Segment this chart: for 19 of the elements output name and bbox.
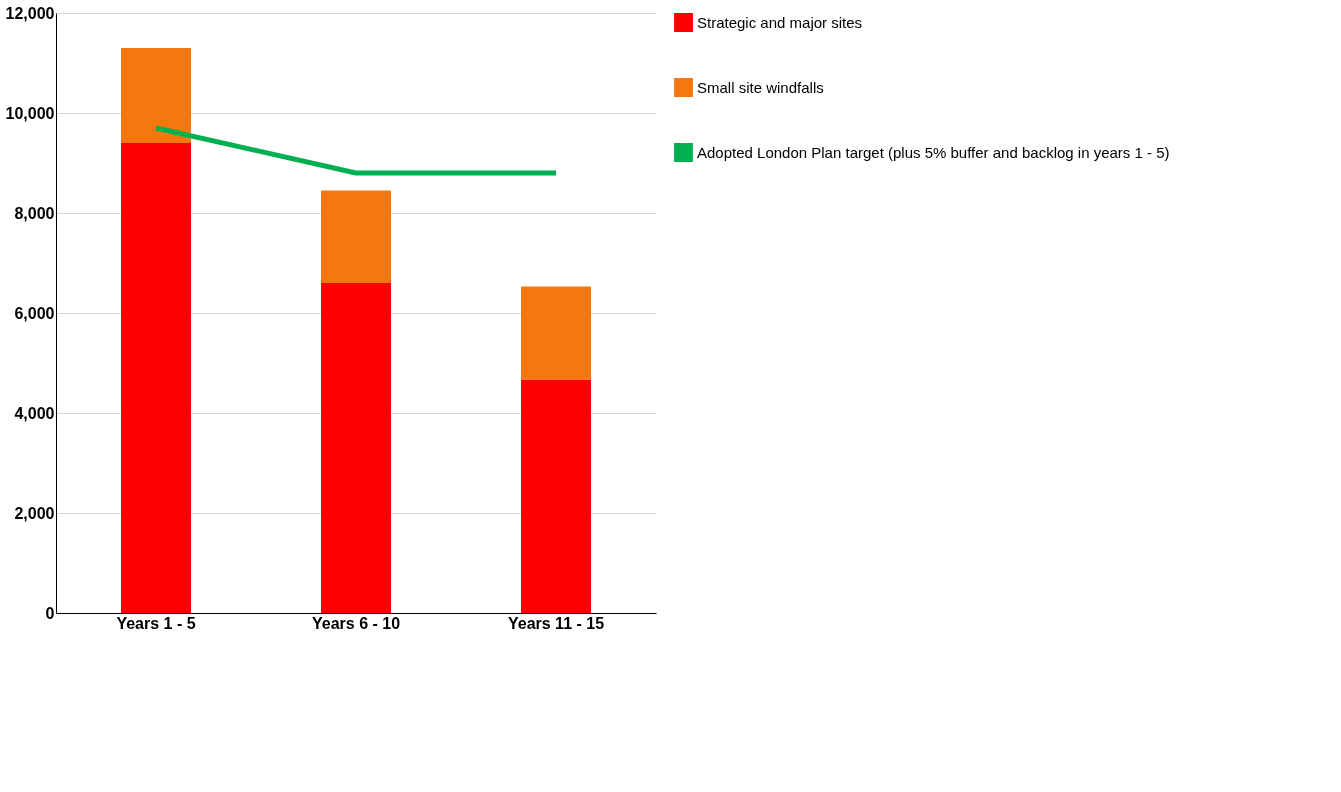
legend-label: Adopted London Plan target (plus 5% buffer and backlog in years 1 - 5): [697, 143, 1170, 161]
y-tick-label: 6,000: [14, 304, 55, 322]
legend-label: Strategic and major sites: [697, 13, 863, 31]
y-tick-label: 0: [45, 604, 55, 622]
bar: [321, 190, 391, 283]
y-tick-label: 8,000: [14, 204, 55, 222]
x-tick-label: Years 6 - 10: [311, 614, 401, 632]
y-tick-label: 4,000: [14, 404, 55, 422]
bar: [321, 283, 391, 613]
y-tick-label: 12,000: [5, 4, 55, 22]
bar: [521, 286, 591, 380]
legend-label: Small site windfalls: [697, 78, 824, 96]
bar: [521, 379, 591, 613]
y-tick-label: 2,000: [14, 504, 55, 522]
y-tick-label: 10,000: [5, 104, 55, 122]
x-tick-label: Years 1 - 5: [116, 614, 196, 632]
bar: [121, 48, 191, 143]
bar: [121, 143, 191, 613]
x-tick-label: Years 11 - 15: [507, 614, 605, 632]
